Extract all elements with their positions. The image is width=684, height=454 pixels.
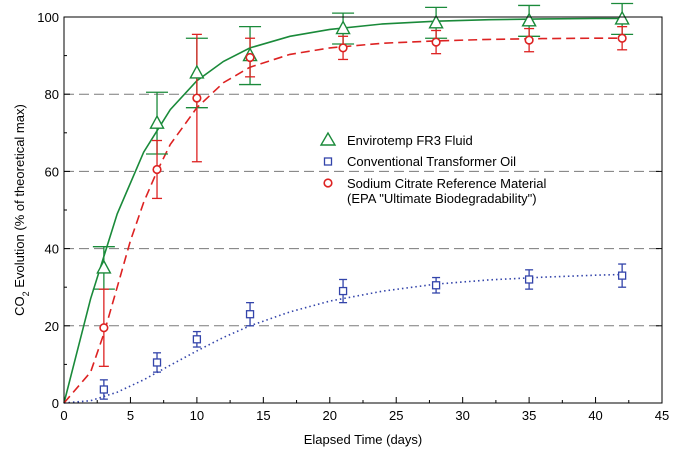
data-point-triangle [428,14,444,29]
legend-item-sodium-citrate: Sodium Citrate Reference Material (EPA "… [323,176,547,206]
x-tick-label: 15 [256,408,270,423]
data-point-square [192,335,202,344]
data-point-triangle [614,10,630,25]
data-point-circle [617,33,627,43]
legend-label-sodium-citrate-line2: (EPA "Ultimate Biodegradability") [347,191,537,206]
data-point-square [617,271,627,280]
x-tick-label: 30 [455,408,469,423]
data-point-square [99,385,109,394]
x-tick-label: 10 [190,408,204,423]
data-point-square [152,358,162,367]
legend-square-marker [323,157,333,166]
y-tick-label: 40 [45,242,59,257]
data-point-square [524,275,534,284]
data-point-triangle [149,114,165,129]
y-axis-title: CO2 Evolution (% of theoretical max) [12,104,31,316]
data-point-triangle [96,259,112,274]
x-tick-label: 35 [522,408,536,423]
y-axis-title-suffix: Evolution (% of theoretical max) [12,104,27,291]
x-tick-label: 25 [389,408,403,423]
fit-curve-series-2 [63,37,623,404]
legend-label-conventional-oil: Conventional Transformer Oil [347,154,516,169]
data-point-circle [524,35,534,45]
fit-curves [63,17,623,404]
legend-item-conventional-oil: Conventional Transformer Oil [323,154,516,169]
data-point-square [338,286,348,296]
legend-circle-marker [323,178,333,188]
legend-label-fr3: Envirotemp FR3 Fluid [347,133,473,148]
legend-label-sodium-citrate: Sodium Citrate Reference Material [347,176,547,191]
data-point-square [245,310,255,319]
legend: Envirotemp FR3 Fluid Conventional Transf… [319,131,547,206]
legend-item-fr3: Envirotemp FR3 Fluid [319,131,473,148]
data-point-circle [338,43,348,53]
y-tick-label: 80 [45,87,59,102]
data-point-square [431,281,441,290]
y-tick-label: 0 [52,396,59,411]
axis-ticks: 0 5 10 15 20 25 30 35 40 45 0 20 40 60 80 100 [37,10,669,423]
x-tick-label: 5 [127,408,134,423]
x-tick-label: 0 [60,408,67,423]
data-point-triangle [335,20,351,35]
plot-frame [63,16,663,404]
data-point-circle [431,37,441,47]
fit-curve-series-0 [63,17,623,404]
data-point-circle [99,323,109,333]
data-point-circle [152,164,162,175]
data-point-triangle [521,12,537,27]
y-axis-title-subscript: 2 [21,291,31,296]
x-tick-label: 40 [588,408,602,423]
legend-triangle-marker [319,131,337,146]
data-points [96,10,630,394]
x-axis-title: Elapsed Time (days) [304,432,423,447]
y-tick-label: 20 [45,319,59,334]
data-point-circle [245,52,255,63]
data-point-circle [192,93,202,103]
grid-lines [64,93,662,327]
x-tick-label: 45 [655,408,669,423]
y-axis-title-prefix: CO [12,296,27,316]
y-tick-label: 60 [45,164,59,179]
y-tick-label: 100 [37,10,59,25]
data-point-triangle [189,64,205,79]
x-tick-label: 20 [323,408,337,423]
